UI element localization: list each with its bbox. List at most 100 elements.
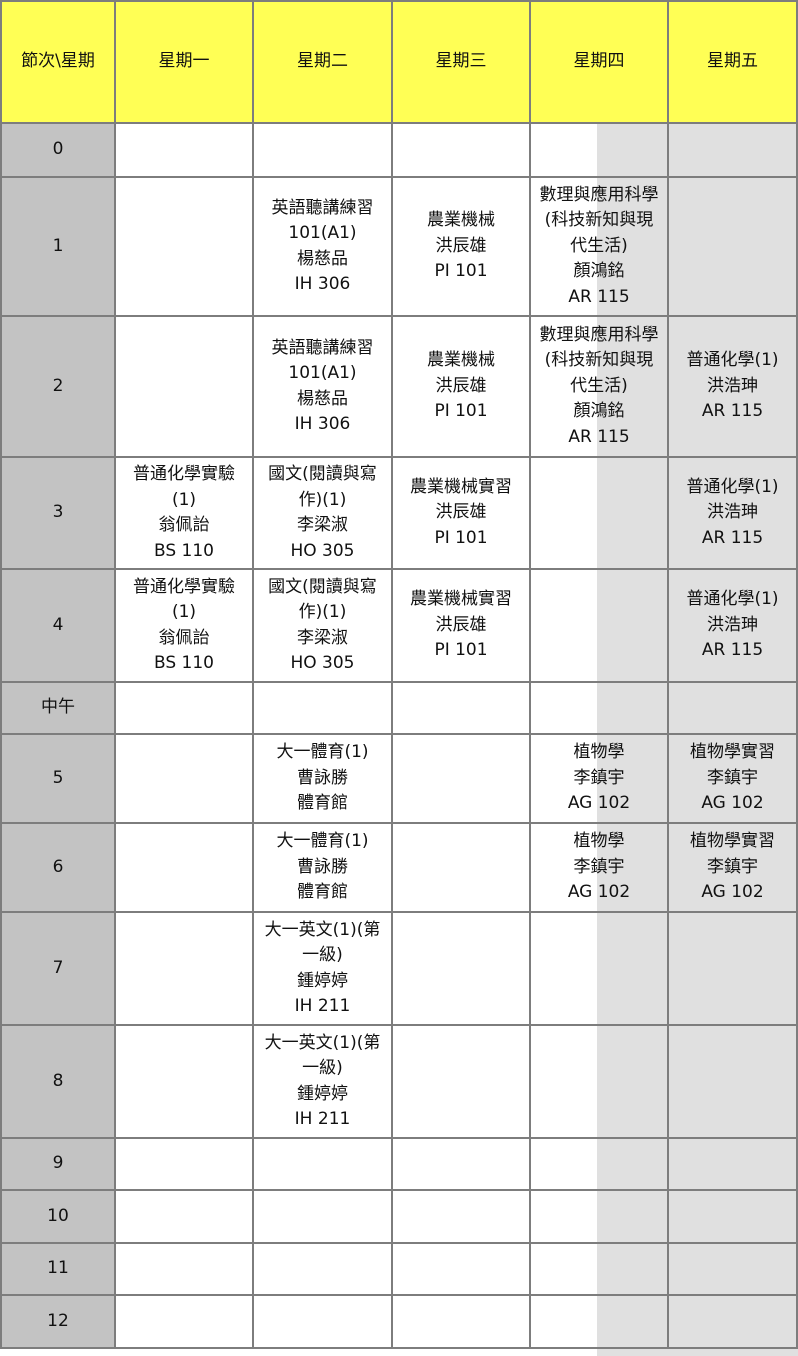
period-row: 1 英語聽講練習 101(A1) 楊慈品 IH 306 農業機械 洪辰雄 PI 101 數理與應… xyxy=(0,178,798,317)
slot-thu[interactable]: 植物學 李鎮宇 AG 102 xyxy=(531,735,669,824)
slot-tue[interactable]: 國文(閱讀與寫 作)(1) 李梁淑 HO 305 xyxy=(254,458,393,570)
slot-tue[interactable]: 英語聽講練習 101(A1) 楊慈品 IH 306 xyxy=(254,178,393,317)
slot-wed xyxy=(393,1244,531,1296)
course-line: 農業機械實習 xyxy=(410,476,512,497)
course-line: 李鎮宇 xyxy=(573,767,625,788)
slot-tue[interactable]: 大一體育(1) 曹詠勝 體育館 xyxy=(254,824,393,913)
slot-thu[interactable]: 植物學李鎮宇 AG 102 xyxy=(531,824,669,913)
period-row: 11 xyxy=(0,1244,798,1296)
header-day-mon: 星期一 xyxy=(116,0,254,124)
course-line: AG 102 xyxy=(701,793,764,814)
course-line: AR 115 xyxy=(568,426,630,447)
course-info: 普通化學(1) 洪浩珅 AR 115 xyxy=(669,475,796,552)
course-info: 農業機械 洪辰雄 PI 101 xyxy=(393,348,529,425)
slot-fri[interactable]: 普通化學(1) 洪浩珅 AR 115 xyxy=(669,458,798,570)
course-line: AG 102 xyxy=(701,882,764,903)
period-row: 0 xyxy=(0,124,798,178)
slot-fri xyxy=(669,178,798,317)
course-line: PI 101 xyxy=(434,640,488,661)
course-info: 普通化學(1) 洪浩珅 AR 115 xyxy=(669,348,796,425)
course-info: 農業機械洪辰雄 PI 101 xyxy=(393,208,529,285)
course-line: 洪浩珅 xyxy=(707,502,758,523)
course-line: 顏鴻銘 xyxy=(573,401,625,422)
slot-wed[interactable]: 農業機械實習 洪辰雄 PI 101 xyxy=(393,458,531,570)
course-line: 國文(閱讀與寫 xyxy=(268,464,377,484)
course-line: HO 305 xyxy=(290,653,355,673)
header-row: 節次\星期 星期一 星期二 星期三 星期四 星期五 xyxy=(0,0,798,124)
course-line: 大一英文(1)(第 xyxy=(264,1032,381,1053)
slot-fri[interactable]: 普通化學(1) 洪浩珅 AR 115 xyxy=(669,317,798,458)
course-line: 作)(1) xyxy=(298,489,347,510)
slot-mon xyxy=(116,1026,254,1139)
course-line: PI 101 xyxy=(434,261,488,282)
slot-wed xyxy=(393,735,531,824)
slot-wed[interactable]: 農業機械洪辰雄 PI 101 xyxy=(393,178,531,317)
slot-tue[interactable]: 國文(閱讀與寫 作)(1) 李梁淑 HO 305 xyxy=(254,570,393,683)
slot-thu xyxy=(531,683,669,735)
slot-thu xyxy=(531,570,669,683)
period-label: 8 xyxy=(0,1026,116,1139)
slot-mon[interactable]: 普通化學實驗 (1) 翁佩詒 BS 110 xyxy=(116,570,254,683)
slot-wed xyxy=(393,1026,531,1139)
course-line: 洪辰雄 xyxy=(435,502,487,523)
slot-tue[interactable]: 大一體育(1) 曹詠勝 體育館 xyxy=(254,735,393,824)
slot-fri xyxy=(669,124,798,178)
period-label: 12 xyxy=(0,1296,116,1349)
slot-mon xyxy=(116,178,254,317)
course-line: 李鎮宇 xyxy=(707,856,758,877)
slot-mon xyxy=(116,1244,254,1296)
slot-wed[interactable]: 農業機械實習 洪辰雄 PI 101 xyxy=(393,570,531,683)
slot-wed xyxy=(393,1296,531,1349)
slot-fri[interactable]: 普通化學(1) 洪浩珅 AR 115 xyxy=(669,570,798,683)
slot-thu[interactable]: 數理與應用科學 (科技新知與現 代生活) 顏鴻銘 AR 115 xyxy=(531,178,669,317)
period-row: 2 英語聽講練習 101(A1) 楊慈品 IH 306 農業機械 洪辰雄 PI 101 數理與應… xyxy=(0,317,798,458)
course-line: 李鎮宇 xyxy=(573,856,625,877)
course-line: 洪辰雄 xyxy=(435,235,487,256)
course-line: 農業機械 xyxy=(427,210,495,231)
course-line: 普通化學實驗 xyxy=(133,464,235,484)
period-label: 9 xyxy=(0,1139,116,1191)
course-line: 大一體育(1) xyxy=(276,742,369,763)
course-line: BS 110 xyxy=(153,653,214,673)
course-line: 植物學 xyxy=(573,831,625,852)
course-line: 一級) xyxy=(302,1058,343,1078)
slot-mon[interactable]: 普通化學實驗 (1) 翁佩詒 BS 110 xyxy=(116,458,254,570)
slot-tue[interactable]: 大一英文(1)(第 一級) 鍾婷婷 IH 211 xyxy=(254,913,393,1026)
course-line: 數理與應用科學 xyxy=(539,184,659,205)
period-label: 2 xyxy=(0,317,116,458)
period-row: 6 大一體育(1) 曹詠勝 體育館 植物學 李鎮宇 AG 102 植物學實習 李鎮宇 AG 102 xyxy=(0,824,798,913)
slot-thu[interactable]: 數理與應用科學 (科技新知與現 代生活) 顏鴻銘 AR 115 xyxy=(531,317,669,458)
course-line: IH 306 xyxy=(294,274,351,294)
slot-tue[interactable]: 英語聽講練習 101(A1) 楊慈品 IH 306 xyxy=(254,317,393,458)
course-line: 楊慈品 xyxy=(297,248,348,269)
course-info: 植物學李鎮宇 AG 102 xyxy=(531,829,667,906)
slot-wed[interactable]: 農業機械 洪辰雄 PI 101 xyxy=(393,317,531,458)
period-label: 1 xyxy=(0,178,116,317)
header-day-wed: 星期三 xyxy=(393,0,531,124)
slot-mon xyxy=(116,913,254,1026)
course-line: 曹詠勝 xyxy=(297,856,348,877)
course-line: HO 305 xyxy=(290,540,355,561)
course-info: 國文(閱讀與寫 作)(1) 李梁淑 HO 305 xyxy=(254,462,391,564)
period-row: 12 xyxy=(0,1296,798,1349)
course-line: 大一英文(1)(第 xyxy=(264,919,381,940)
slot-thu xyxy=(531,1191,669,1244)
course-line: 洪浩珅 xyxy=(707,375,758,396)
slot-fri[interactable]: 植物學實習李鎮宇 AG 102 xyxy=(669,824,798,913)
slot-wed xyxy=(393,824,531,913)
slot-fri[interactable]: 植物學實習 李鎮宇 AG 102 xyxy=(669,735,798,824)
course-line: AG 102 xyxy=(567,882,631,903)
course-line: 洪辰雄 xyxy=(435,614,487,635)
course-info: 普通化學(1) 洪浩珅 AR 115 xyxy=(669,587,796,664)
slot-wed xyxy=(393,683,531,735)
course-line: 植物學實習 xyxy=(690,831,775,852)
course-line: BS 110 xyxy=(153,540,214,561)
period-row: 10 xyxy=(0,1191,798,1244)
period-row: 8 大一英文(1)(第 一級) 鍾婷婷 IH 211 xyxy=(0,1026,798,1139)
period-row: 3 普通化學實驗 (1) 翁佩詒 BS 110 國文(閱讀與寫 作)(1) 李梁淑 HO 305… xyxy=(0,458,798,570)
course-info: 大一體育(1) 曹詠勝 體育館 xyxy=(254,829,391,906)
slot-tue[interactable]: 大一英文(1)(第 一級) 鍾婷婷 IH 211 xyxy=(254,1026,393,1139)
course-info: 英語聽講練習 101(A1) 楊慈品 IH 306 xyxy=(254,196,391,298)
slot-wed xyxy=(393,1191,531,1244)
